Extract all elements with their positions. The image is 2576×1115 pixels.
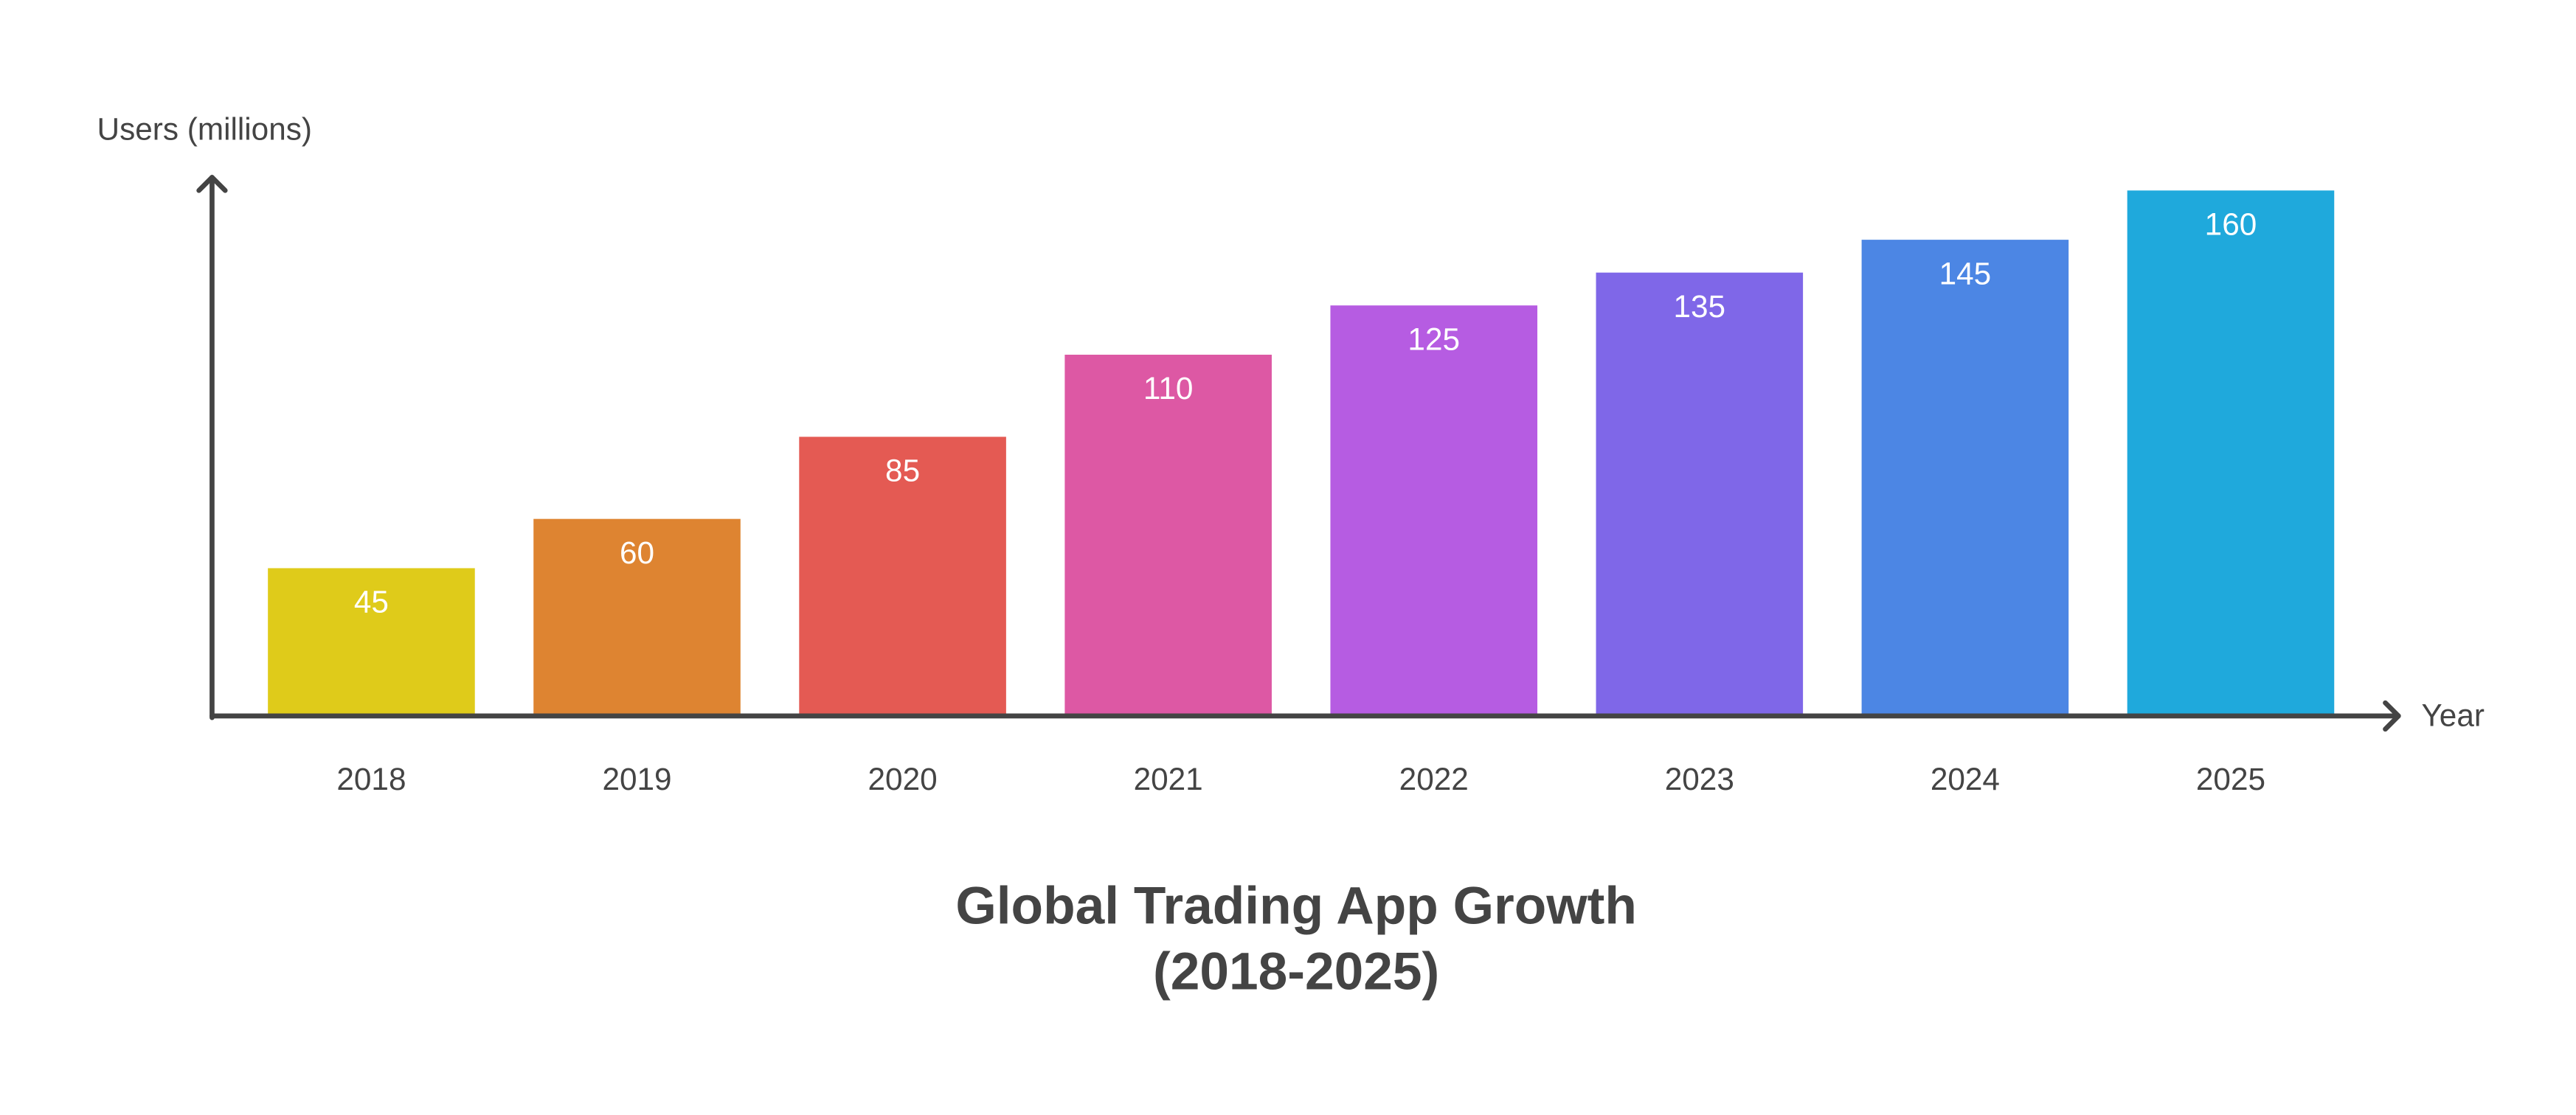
x-tick-label: 2023 xyxy=(1665,762,1734,796)
x-axis-label: Year xyxy=(2421,698,2484,732)
bar xyxy=(1064,354,1272,716)
value-label: 60 xyxy=(620,535,654,570)
x-tick-label: 2025 xyxy=(2196,762,2265,796)
x-tick-label: 2019 xyxy=(602,762,671,796)
y-axis-arrow xyxy=(196,175,228,193)
bar xyxy=(799,437,1006,716)
x-tick-label: 2022 xyxy=(1399,762,1469,796)
x-tick-label: 2021 xyxy=(1134,762,1203,796)
value-label: 125 xyxy=(1408,322,1460,356)
value-label: 85 xyxy=(885,453,920,487)
bar xyxy=(1330,305,1538,716)
value-label: 110 xyxy=(1143,371,1193,406)
y-axis-label: Users (millions) xyxy=(97,111,312,146)
bar xyxy=(2127,190,2335,716)
bar xyxy=(1596,272,1804,716)
value-label: 160 xyxy=(2205,206,2257,241)
value-label: 45 xyxy=(354,585,389,619)
x-tick-label: 2024 xyxy=(1931,762,2000,796)
value-label: 135 xyxy=(1674,289,1726,324)
x-tick-label: 2020 xyxy=(868,762,938,796)
bar xyxy=(533,518,741,716)
axes xyxy=(196,175,2401,732)
x-tick-label: 2018 xyxy=(336,762,406,796)
bar xyxy=(1861,240,2069,716)
x-axis-arrow xyxy=(2383,700,2401,732)
value-label: 145 xyxy=(1939,256,1992,291)
chart-title: (2018-2025) xyxy=(1153,942,1439,1001)
bar xyxy=(268,568,475,716)
chart-title: Global Trading App Growth xyxy=(955,876,1637,935)
